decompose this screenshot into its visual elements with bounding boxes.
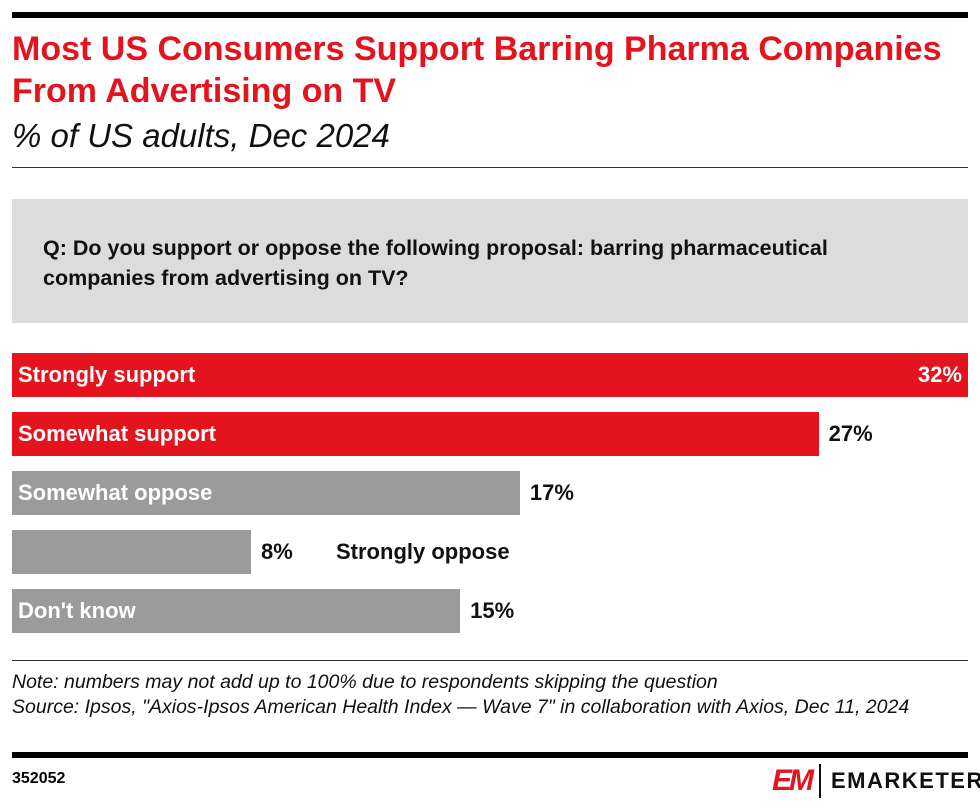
value-label: 15% <box>470 598 515 623</box>
value-label: 27% <box>828 421 873 446</box>
value-label: 8% <box>261 539 293 564</box>
emarketer-logo: EM EMARKETER <box>772 764 980 798</box>
divider <box>12 660 968 661</box>
note-text: Note: numbers may not add up to 100% due… <box>12 671 718 693</box>
em-mark-icon: EM <box>772 764 814 797</box>
question-box <box>12 199 968 323</box>
bar <box>12 530 251 574</box>
category-label: Strongly support <box>18 362 196 387</box>
footnotes: Note: numbers may not add up to 100% due… <box>12 670 962 720</box>
brand-name: EMARKETER <box>831 768 980 793</box>
divider <box>12 167 968 168</box>
source-text: Source: Ipsos, "Axios-Ipsos American Hea… <box>12 696 910 718</box>
bar <box>12 471 520 515</box>
top-rule <box>12 12 968 18</box>
category-label: Somewhat oppose <box>18 480 213 505</box>
chart-subtitle: % of US adults, Dec 2024 <box>12 117 390 154</box>
bar <box>12 412 819 456</box>
category-label: Don't know <box>18 598 136 623</box>
value-label: 32% <box>917 362 962 387</box>
bar <box>12 353 968 397</box>
chart-id: 352052 <box>12 770 66 787</box>
bar <box>12 589 461 633</box>
bar-chart: Strongly support 32% Somewhat support 27% So… <box>12 353 968 635</box>
value-label: 17% <box>529 480 574 505</box>
category-label: Somewhat support <box>18 421 217 446</box>
question-text: Q: Do you support or oppose the followin… <box>43 236 828 290</box>
bottom-rule <box>12 752 968 758</box>
chart-title: Most US Consumers Support Barring Pharma… <box>12 30 942 110</box>
category-label: Strongly oppose <box>336 539 510 564</box>
